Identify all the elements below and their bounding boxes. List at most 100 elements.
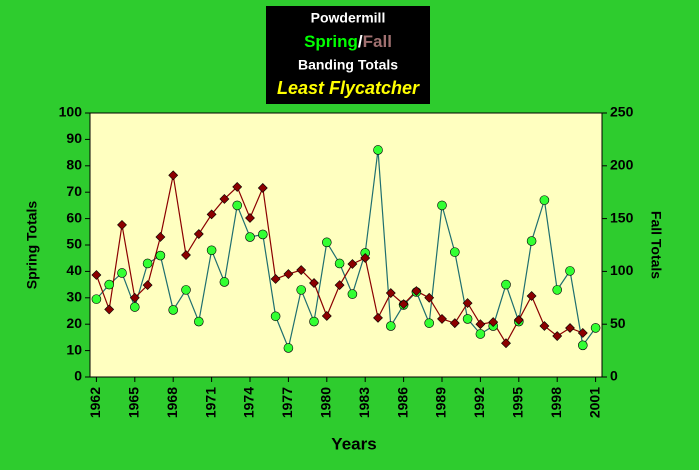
x-tick-label: 1989 [433,387,449,418]
diamond-marker [193,229,204,239]
x-tick-label: 1968 [164,387,180,418]
circle-marker [219,277,230,287]
x-tick-label: 1977 [279,387,295,418]
circle-marker [462,314,473,324]
y2-tick-label: 200 [610,157,634,173]
diamond-marker [309,278,319,288]
diamond-marker [91,270,102,280]
diamond-marker [475,319,486,330]
diamond-marker [565,323,575,333]
y2-tick-label: 100 [610,262,634,278]
y-tick-label: 10 [66,341,82,357]
diamond-marker [206,209,217,220]
diamond-marker [513,315,524,325]
circle-marker [385,321,396,331]
y-tick-label: 60 [66,209,82,225]
diamond-marker [526,291,537,301]
title-separator: / [358,32,363,51]
y2-tick-label: 250 [610,104,634,120]
y2-tick-label: 50 [610,315,626,331]
y-tick-label: 70 [66,183,82,199]
circle-marker [181,285,191,295]
y2-axis-label: Fall Totals [648,211,664,279]
chart-subtitle: Banding Totals [298,57,398,73]
y-tick-label: 40 [66,262,82,278]
circle-marker [283,343,294,353]
diamond-marker [168,170,179,181]
diamond-marker [104,304,115,315]
diamond-marker [245,213,255,223]
title-seasons: Spring/Fall [304,32,392,51]
series-line [95,149,597,350]
diamond-marker [449,318,460,329]
circle-marker [117,268,127,278]
y-tick-label: 100 [59,104,83,120]
circle-marker [437,200,447,211]
diamond-marker [360,253,371,263]
circle-marker [309,316,319,327]
circle-marker [577,340,588,351]
diamond-marker [385,288,396,298]
circle-marker [296,285,307,295]
title-fall: Fall [363,32,392,51]
circle-marker [334,258,345,269]
diamond-marker [232,181,243,192]
y-tick-label: 20 [66,315,82,331]
diamond-marker [219,194,230,204]
diamond-marker [373,312,383,323]
x-tick-label: 1986 [394,387,410,418]
circle-marker [449,247,460,257]
circle-marker [91,294,102,304]
x-tick-label: 2001 [586,387,602,418]
circle-marker [347,289,358,299]
diamond-marker [347,259,358,269]
circle-marker [565,266,575,276]
x-axis-label: Years [331,434,376,453]
circle-marker [321,237,332,248]
diamond-marker [155,232,166,242]
diamond-marker [270,274,281,284]
diamond-marker [539,321,550,331]
circle-marker [590,323,601,333]
y2-tick-label: 150 [610,209,634,225]
circle-marker [257,229,268,240]
diamond-marker [257,183,268,193]
plot-area [89,112,603,378]
x-tick-label: 1980 [318,387,334,418]
diamond-marker [437,313,447,324]
diamond-marker [334,280,345,291]
diamond-marker [462,298,473,309]
y-tick-label: 50 [66,236,82,252]
x-tick-label: 1998 [548,387,564,418]
circle-marker [206,245,217,256]
diamond-marker [181,250,191,260]
diamond-marker [411,286,422,296]
diamond-marker [488,317,499,328]
chart-title: Powdermill [311,10,386,26]
x-tick-label: 1962 [87,387,103,418]
y-tick-label: 90 [66,130,82,146]
circle-marker [194,316,204,327]
x-tick-label: 1971 [202,387,218,418]
circle-marker [475,329,486,339]
diamond-marker [398,299,409,310]
y-tick-label: 80 [66,157,82,173]
circle-marker [552,285,563,295]
circle-marker [270,311,281,322]
diamond-marker [321,311,332,321]
diamond-marker [117,220,127,230]
circle-marker [168,305,178,315]
diamond-marker [296,265,307,275]
circle-marker [373,145,383,155]
circle-marker [155,250,166,261]
y-axis-label: Spring Totals [24,201,40,290]
diamond-marker [129,292,140,303]
diamond-marker [142,280,153,291]
circle-marker [539,195,550,205]
circle-marker [526,236,537,246]
circle-marker [245,232,255,242]
y-tick-label: 30 [66,289,82,305]
diamond-marker [501,338,511,349]
